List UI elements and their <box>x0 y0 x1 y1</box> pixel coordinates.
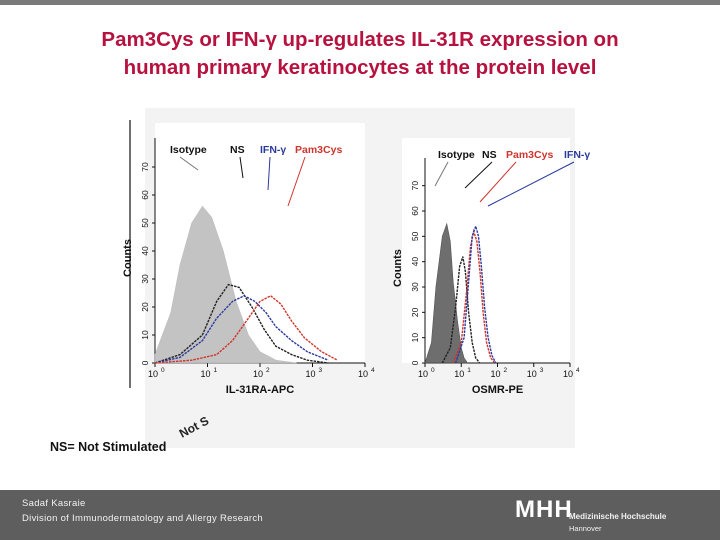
x-tick-label: 10 <box>358 369 368 379</box>
legend-ns: NS <box>230 144 245 156</box>
x-tick-label: 10 <box>527 369 537 379</box>
series-ifn-line <box>154 295 329 364</box>
y-tick-label: 60 <box>410 206 420 216</box>
legend-pam3cys: Pam3Cys <box>506 149 553 161</box>
x-tick-exponent: 2 <box>504 367 508 374</box>
x-tick-exponent: 4 <box>371 367 375 374</box>
x-tick-label: 10 <box>418 369 428 379</box>
legend-pam3cys: Pam3Cys <box>295 144 342 156</box>
y-tick-label: 70 <box>410 181 420 191</box>
y-tick-label: 0 <box>410 360 420 365</box>
x-tick-label: 10 <box>454 369 464 379</box>
series-pam3cys-line <box>452 228 496 364</box>
y-tick-label: 20 <box>140 302 150 312</box>
y-tick-label: 50 <box>140 218 150 228</box>
series-isotype-fill <box>424 222 469 364</box>
x-tick-exponent: 0 <box>431 367 435 374</box>
legend-ns: NS <box>482 149 497 161</box>
footer-bar <box>0 490 720 540</box>
x-tick-exponent: 0 <box>161 367 165 374</box>
logo-name: Medizinische Hochschule <box>569 512 667 521</box>
x-tick-exponent: 1 <box>214 367 218 374</box>
panel-2-plot-bg <box>402 138 570 363</box>
x-tick-exponent: 3 <box>540 367 544 374</box>
y-tick-label: 0 <box>140 360 150 365</box>
legend-ifn: IFN-γ <box>564 149 590 161</box>
mhh-logo: MHH <box>515 496 573 523</box>
x-tick-exponent: 2 <box>266 367 270 374</box>
series-isotype-fill <box>154 205 297 364</box>
y-tick-label: 70 <box>140 162 150 172</box>
x-tick-label: 10 <box>200 369 210 379</box>
x-tick-exponent: 4 <box>576 367 580 374</box>
legend-arrow-ifn <box>267 156 271 191</box>
legend-arrow-ns <box>464 161 493 189</box>
y-tick-label: 20 <box>410 307 420 317</box>
footer-division: Division of Immunodermatology and Allerg… <box>22 513 263 524</box>
legend-isotype: Isotype <box>438 149 475 161</box>
series-ns-line <box>441 256 481 364</box>
y-axis-label: Counts <box>122 239 134 277</box>
y-axis-label: Counts <box>392 249 404 287</box>
logo-city: Hannover <box>569 524 602 533</box>
top-rule <box>0 0 720 5</box>
legend-arrow-ifn <box>487 161 575 207</box>
legend-ifn: IFN-γ <box>260 144 286 156</box>
x-tick-label: 10 <box>253 369 263 379</box>
x-tick-label: 10 <box>490 369 500 379</box>
y-tick-label: 10 <box>410 333 420 343</box>
x-tick-exponent: 1 <box>467 367 471 374</box>
y-tick-label: 10 <box>140 330 150 340</box>
x-tick-label: 10 <box>563 369 573 379</box>
title-line-1: Pam3Cys or IFN-γ up-regulates IL-31R exp… <box>101 28 619 51</box>
legend-isotype: Isotype <box>170 144 207 156</box>
x-tick-label: 10 <box>148 369 158 379</box>
title-line-2: human primary keratinocytes at the prote… <box>123 56 597 79</box>
y-tick-label: 40 <box>140 246 150 256</box>
legend-arrow-pam3cys <box>479 161 517 203</box>
series-ifn-line <box>454 223 497 364</box>
x-tick-exponent: 3 <box>319 367 323 374</box>
x-tick-label: 10 <box>305 369 315 379</box>
y-tick-label: 30 <box>140 274 150 284</box>
y-tick-label: 60 <box>140 190 150 200</box>
y-tick-label: 30 <box>410 282 420 292</box>
legend-arrow-isotype <box>179 156 199 171</box>
series-pam3cys-line <box>154 294 338 364</box>
x-axis-label: OSMR-PE <box>472 384 523 396</box>
legend-arrow-pam3cys <box>287 156 306 207</box>
footer-author: Sadaf Kasraie <box>22 498 86 509</box>
x-axis-label: IL-31RA-APC <box>226 384 295 396</box>
series-ns-line <box>154 283 329 364</box>
footnote: NS= Not Stimulated <box>50 440 167 454</box>
legend-arrow-isotype <box>434 161 449 187</box>
y-tick-label: 50 <box>410 231 420 241</box>
slide-title: Pam3Cys or IFN-γ up-regulates IL-31R exp… <box>30 26 690 82</box>
legend-arrow-ns <box>239 156 244 179</box>
y-tick-label: 40 <box>410 257 420 267</box>
